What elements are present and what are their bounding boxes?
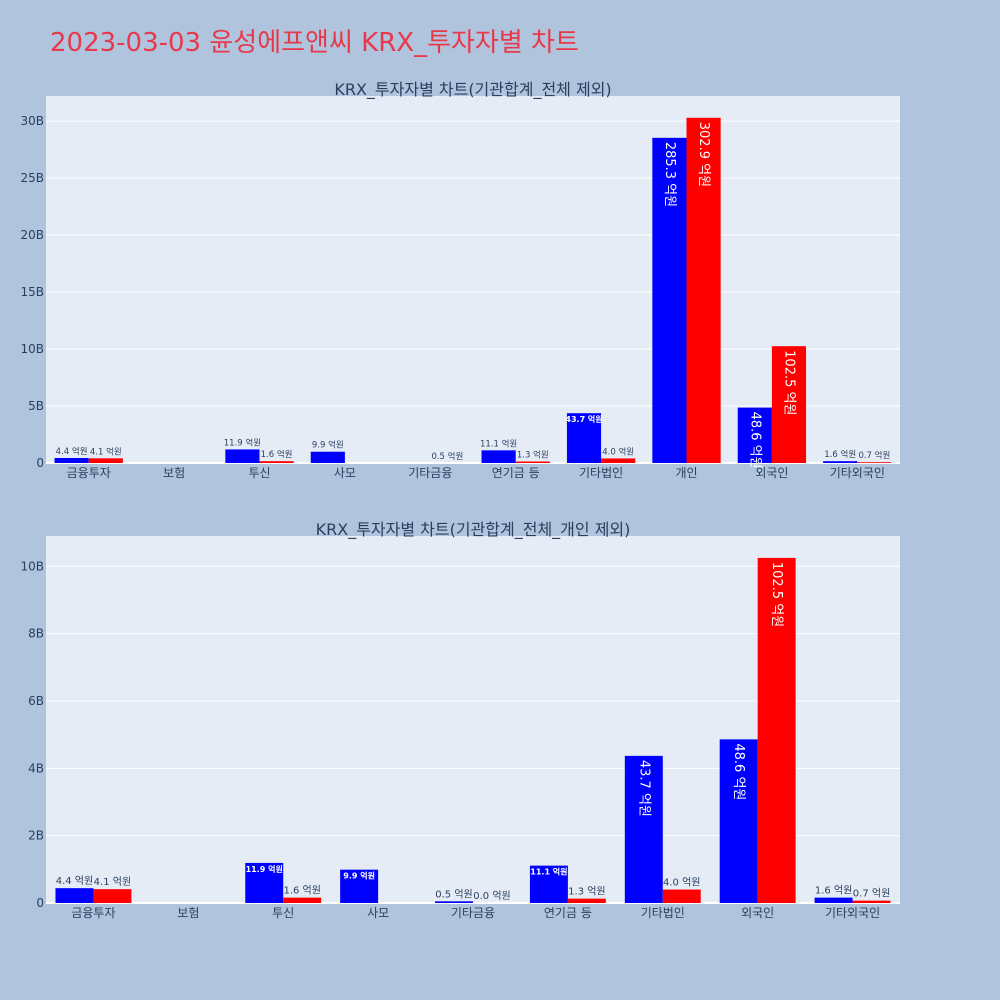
y-tick-label: 5B <box>28 399 44 413</box>
data-label: 1.6 억원 <box>824 449 856 460</box>
y-tick-label: 30B <box>20 114 44 128</box>
bar-blue <box>245 862 284 903</box>
data-label: 9.9 억원 <box>343 871 375 881</box>
data-label: 302.9 억원 <box>696 122 711 187</box>
x-tick-label: 금융투자 <box>67 466 111 480</box>
x-tick-label: 기타법인 <box>579 466 623 480</box>
data-label: 102.5 억원 <box>781 350 796 415</box>
bar-blue <box>435 901 473 903</box>
bar-blue <box>624 755 663 903</box>
data-label: 48.6 억원 <box>731 743 746 800</box>
y-tick-label: 10B <box>20 559 44 573</box>
bar-blue <box>55 888 94 903</box>
data-label: 1.6 억원 <box>283 885 320 897</box>
y-tick-label: 0 <box>36 896 44 910</box>
bar-red <box>515 461 550 463</box>
data-label: 0.5 억원 <box>431 451 463 462</box>
x-tick-label: 투신 <box>272 906 294 920</box>
page-title: 2023-03-03 윤성에프앤씨 KRX_투자자별 차트 <box>50 28 579 58</box>
data-label: 43.7 억원 <box>636 760 651 817</box>
bar-red <box>771 346 807 463</box>
x-tick-label: 금융투자 <box>71 906 115 920</box>
x-tick-label: 기타금융 <box>451 906 495 920</box>
bar-blue <box>566 413 602 463</box>
bar-blue <box>340 869 379 903</box>
chart-title: KRX_투자자별 차트(기관합계_전체_개인 제외) <box>316 520 631 540</box>
data-label: 1.6 억원 <box>261 449 293 460</box>
bar-blue <box>310 451 345 463</box>
x-tick-label: 보험 <box>177 906 199 920</box>
y-tick-label: 2B <box>28 829 44 843</box>
x-tick-label: 연기금 등 <box>544 906 592 920</box>
data-label: 4.1 억원 <box>90 446 122 457</box>
x-tick-label: 투신 <box>248 466 270 480</box>
data-label: 1.3 억원 <box>568 886 605 898</box>
y-tick-label: 8B <box>28 627 44 641</box>
y-tick-label: 15B <box>20 285 44 299</box>
bar-blue <box>54 457 89 463</box>
data-label: 4.4 억원 <box>56 875 93 887</box>
data-label: 102.5 억원 <box>769 562 784 627</box>
bar-blue <box>529 865 568 903</box>
x-tick-label: 연기금 등 <box>492 466 540 480</box>
y-tick-label: 10B <box>20 342 44 356</box>
bar-blue <box>814 897 853 903</box>
data-label: 9.9 억원 <box>312 440 344 451</box>
bar-blue <box>652 137 687 463</box>
bar-red <box>283 897 322 903</box>
data-label: 4.4 억원 <box>56 446 88 457</box>
bar-red <box>686 117 721 463</box>
bar-red <box>93 889 132 903</box>
y-tick-label: 20B <box>20 228 44 242</box>
data-label: 4.0 억원 <box>602 446 634 457</box>
plot-area <box>46 96 900 463</box>
bar-red <box>88 458 123 463</box>
x-tick-label: 기타법인 <box>641 906 685 920</box>
data-label: 285.3 억원 <box>662 142 677 207</box>
data-label: 0.7 억원 <box>853 888 890 900</box>
data-label: 11.9 억원 <box>246 864 283 874</box>
x-tick-label: 사모 <box>334 466 356 480</box>
bar-red <box>662 889 701 903</box>
bar-red <box>259 461 294 463</box>
bar-blue <box>481 450 516 463</box>
y-tick-label: 6B <box>28 694 44 708</box>
bar-blue <box>823 461 858 463</box>
y-tick-label: 25B <box>20 171 44 185</box>
data-label: 0.7 억원 <box>858 450 890 461</box>
y-tick-label: 0 <box>36 456 44 470</box>
bar-red <box>601 458 636 463</box>
data-label: 11.1 억원 <box>530 867 567 877</box>
data-label: 4.0 억원 <box>663 877 700 889</box>
bar-blue <box>719 739 758 903</box>
x-tick-label: 외국인 <box>741 906 774 920</box>
bar-blue <box>225 449 260 463</box>
bar-red <box>857 462 892 463</box>
x-tick-label: 기타금융 <box>408 466 452 480</box>
bar-red <box>567 898 606 903</box>
x-tick-label: 외국인 <box>755 466 788 480</box>
chart-1: 0 5B 10B 15B 20B 25B 30B KRX_투자자별 차트(기관합계_전체 제외… <box>20 80 900 480</box>
bar-blue <box>737 407 772 463</box>
data-label: 48.6 억원 <box>747 412 762 469</box>
x-tick-label: 기타외국인 <box>825 906 880 920</box>
data-label: 11.9 억원 <box>224 437 261 448</box>
chart-title: KRX_투자자별 차트(기관합계_전체 제외) <box>334 80 611 100</box>
x-tick-label: 기타외국인 <box>830 466 885 480</box>
bar-red <box>757 557 796 903</box>
data-label: 1.6 억원 <box>815 885 852 897</box>
data-label: 43.7 억원 <box>565 414 602 424</box>
x-tick-label: 보험 <box>163 466 185 480</box>
chart-2: 0 2B 4B 6B 8B 10B KRX_투자자별 차트(기관합계_전체_개인 제외) 금융… <box>20 520 900 920</box>
data-label: 0.0 억원 <box>473 890 510 902</box>
data-label: 11.1 억원 <box>480 438 517 449</box>
data-label: 0.5 억원 <box>435 888 472 900</box>
data-label: 1.3 억원 <box>517 450 549 461</box>
x-tick-label: 사모 <box>367 906 389 920</box>
bar-red <box>852 900 891 903</box>
y-tick-label: 4B <box>28 761 44 775</box>
x-tick-label: 개인 <box>675 466 697 480</box>
data-label: 4.1 억원 <box>94 876 131 888</box>
